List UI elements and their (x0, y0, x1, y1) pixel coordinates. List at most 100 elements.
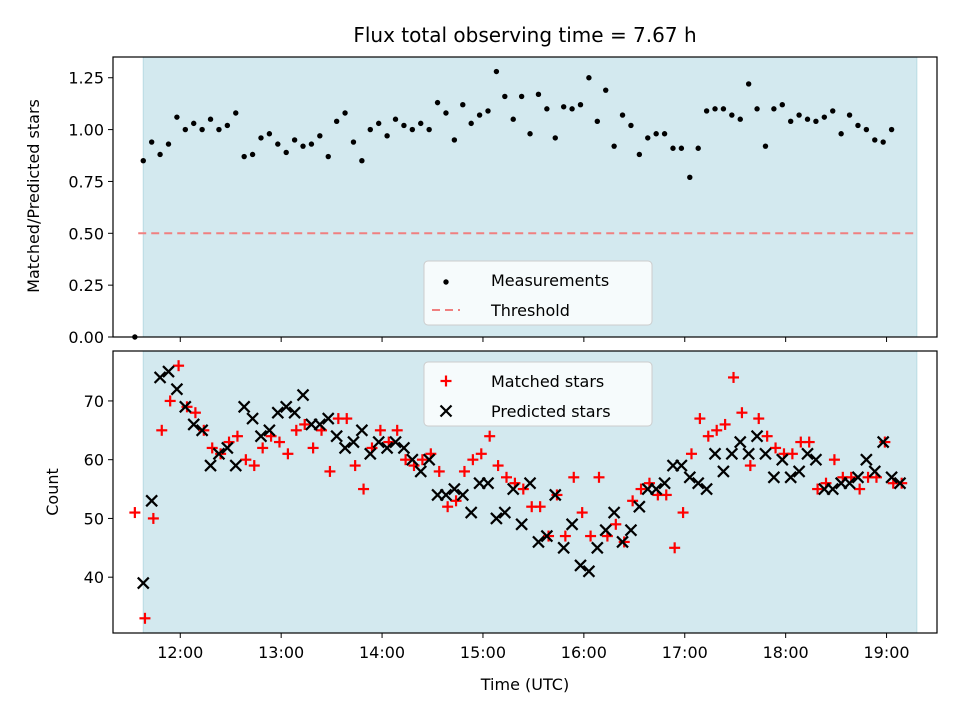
y-tick-label: 60 (84, 451, 104, 470)
data-point (744, 460, 756, 472)
data-point (359, 158, 365, 164)
top-y-axis-label: Matched/Predicted stars (24, 99, 43, 293)
data-point (779, 102, 785, 108)
data-point (551, 489, 563, 501)
axes-frame (112, 56, 938, 338)
data-point (712, 106, 718, 112)
data-point (136, 576, 150, 590)
data-point (263, 424, 276, 437)
y-tick-label: 40 (84, 568, 104, 587)
data-point (860, 453, 873, 466)
data-point (517, 483, 529, 495)
data-point (851, 471, 865, 484)
data-point (498, 506, 512, 519)
data-point (624, 523, 638, 537)
data-point (660, 489, 672, 501)
legend-marker (439, 404, 453, 418)
axes-frame (112, 350, 938, 634)
data-point (675, 459, 688, 472)
data-point (786, 448, 798, 460)
data-point (582, 565, 596, 578)
data-point (855, 122, 861, 129)
data-point (560, 104, 567, 110)
x-tick-label: 19:00 (863, 643, 909, 662)
data-point (896, 477, 908, 489)
x-tick-label: 17:00 (662, 643, 708, 662)
data-point (661, 131, 668, 137)
data-point (759, 447, 772, 461)
data-point (719, 418, 731, 430)
data-point (776, 453, 789, 466)
data-point (380, 441, 394, 455)
data-point (515, 518, 528, 531)
x-tick-label: 18:00 (763, 643, 809, 662)
data-point (812, 483, 824, 495)
data-point (803, 436, 815, 448)
legend-box (423, 260, 653, 326)
data-point (843, 476, 856, 490)
data-point (510, 116, 516, 122)
data-point (492, 460, 504, 472)
data-point (576, 507, 588, 519)
data-point (467, 454, 479, 466)
data-point (468, 120, 474, 127)
data-point (813, 118, 819, 124)
bottom-y-axis-label: Count (43, 468, 62, 516)
y-tick-label: 0.25 (68, 276, 104, 295)
x-tick-label: 13:00 (258, 643, 304, 662)
data-point (187, 418, 200, 431)
data-point (616, 535, 629, 549)
data-point (523, 476, 537, 490)
data-point (145, 494, 158, 508)
data-point (702, 430, 714, 442)
data-point (863, 126, 870, 133)
data-point (846, 112, 853, 118)
legend-marker (443, 279, 449, 285)
data-point (568, 471, 580, 483)
data-point (879, 436, 891, 448)
data-point (552, 135, 558, 141)
data-point (518, 93, 525, 100)
data-point (821, 114, 828, 120)
data-point (266, 131, 273, 137)
legend-label: Predicted stars (491, 402, 611, 421)
data-point (389, 435, 402, 449)
data-point (745, 81, 752, 87)
data-point (139, 612, 151, 624)
data-point (635, 483, 647, 495)
data-point (762, 143, 769, 149)
data-point (426, 126, 432, 133)
data-point (409, 126, 416, 133)
data-point (401, 122, 407, 129)
data-point (147, 512, 159, 524)
data-point (384, 133, 390, 139)
y-tick-label: 0.75 (68, 172, 104, 191)
data-point (288, 406, 301, 419)
data-point (275, 141, 281, 147)
data-point (733, 435, 747, 449)
data-point (317, 133, 323, 139)
data-point (374, 424, 386, 436)
data-point (254, 429, 268, 443)
data-point (534, 501, 546, 513)
data-point (271, 406, 285, 419)
data-point (464, 506, 478, 519)
data-point (677, 507, 689, 519)
data-point (406, 453, 419, 466)
x-axis-label: Time (UTC) (480, 675, 569, 694)
data-point (485, 108, 491, 114)
data-point (753, 413, 765, 425)
data-point (750, 429, 764, 443)
data-point (434, 99, 441, 106)
data-point (599, 523, 612, 537)
data-point (350, 139, 357, 145)
data-point (577, 102, 584, 108)
data-point (342, 110, 348, 116)
data-point (501, 471, 513, 483)
data-point (246, 412, 259, 425)
data-point (611, 143, 617, 149)
data-point (451, 137, 458, 143)
data-point (397, 441, 411, 455)
data-point (544, 106, 550, 112)
data-point (770, 442, 782, 454)
